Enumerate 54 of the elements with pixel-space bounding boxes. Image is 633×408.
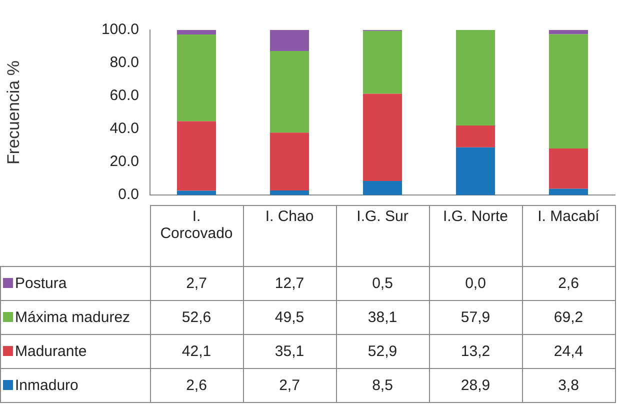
y-tick-label: 80.0 [110,54,139,72]
data-label: 2,6 [522,266,615,300]
bar [176,121,216,191]
data-label: 2,7 [150,266,243,300]
x-tick-label: I. Chao [243,206,336,266]
bar [362,30,402,94]
x-tick-label: I. Macabí [522,206,615,266]
data-label: 52,9 [336,334,429,368]
data-label: 0,5 [336,266,429,300]
bar [176,30,216,34]
data-label: 24,4 [522,334,615,368]
data-label: 28,9 [429,368,522,402]
data-label: 8,5 [336,368,429,402]
bar [362,180,402,195]
legend-label: Inmaduro [0,368,150,402]
data-label: 0,0 [429,266,522,300]
data-label: 12,7 [243,266,336,300]
legend-label: Madurante [0,334,150,368]
data-label: 57,9 [429,300,522,334]
y-tick-label: 20.0 [110,153,139,170]
bar [270,132,310,191]
data-label: 69,2 [522,300,615,334]
data-label: 38,1 [336,300,429,334]
bar [270,190,310,195]
data-label: 2,6 [150,368,243,402]
data-label: 3,8 [522,368,615,402]
y-tick-label: 0.0 [118,186,139,204]
bar [270,50,310,133]
bar [548,188,588,195]
x-tick-label: I.G. Norte [429,206,522,266]
bar [548,30,588,34]
y-tick-label: 100.0 [101,21,139,38]
data-label: 13,2 [429,334,522,368]
x-tick-label: I.G. Sur [336,206,429,266]
bar [176,34,216,122]
y-tick-label: 40.0 [110,120,139,138]
data-label: 52,6 [150,300,243,334]
y-axis-title: Frecuencia % [4,60,23,164]
x-tick-label: I. Corcovado [150,206,243,266]
data-label: 35,1 [243,334,336,368]
bar [548,34,588,148]
y-tick-label: 60.0 [110,87,139,104]
data-label: 42,1 [150,334,243,368]
bar [176,190,216,195]
bar [456,126,496,148]
legend-label: Máxima madurez [0,300,150,334]
bar [362,94,402,181]
data-label: 2,7 [243,368,336,402]
bar [456,147,496,195]
bar [270,30,310,51]
legend-label: Postura [0,266,150,300]
bar [548,148,588,189]
data-label: 49,5 [243,300,336,334]
bar [456,30,496,126]
